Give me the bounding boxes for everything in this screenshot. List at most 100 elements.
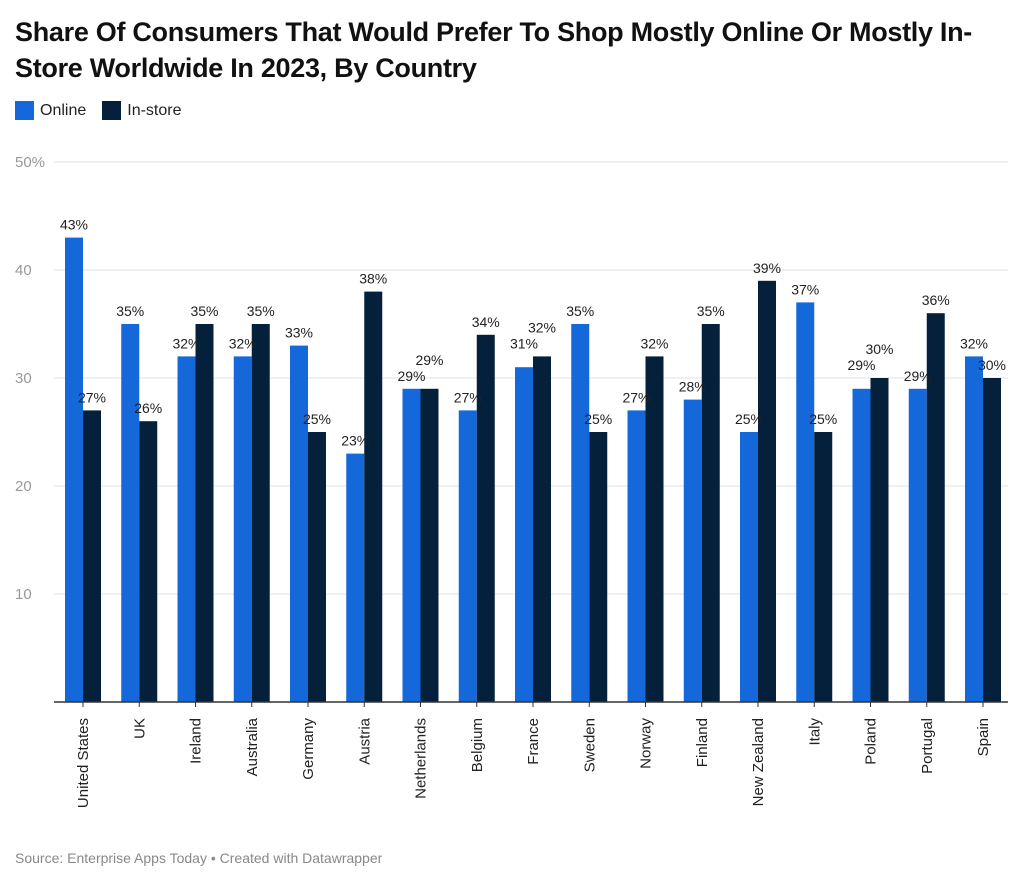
bar-in-store [308, 432, 326, 702]
bar-in-store [476, 334, 495, 702]
legend-swatch-in-store [102, 101, 122, 120]
bar-online [121, 324, 140, 702]
data-label: 32% [640, 335, 668, 351]
data-label: 35% [566, 303, 594, 319]
source-note: Source: Enterprise Apps Today • Created … [15, 850, 383, 866]
x-tick-label: Ireland [188, 718, 205, 764]
x-tick-label: UK [131, 718, 148, 739]
data-label: 29% [847, 357, 875, 373]
x-tick-label: Poland [863, 718, 880, 765]
bar-online [65, 237, 83, 702]
x-tick-label: Australia [244, 717, 261, 776]
bar-online [402, 388, 421, 702]
data-label: 27% [454, 389, 482, 405]
x-tick-label: United States [75, 718, 92, 808]
x-tick-label: Belgium [469, 718, 486, 772]
bar-online [852, 388, 871, 702]
data-label: 27% [622, 389, 650, 405]
x-tick-label: Norway [638, 718, 655, 769]
data-label: 32% [172, 335, 200, 351]
bar-in-store [645, 356, 664, 702]
bar-online [290, 345, 308, 702]
bar-online [515, 367, 533, 702]
data-label: 25% [809, 411, 837, 427]
data-label: 38% [359, 271, 387, 287]
legend-label-in-store: In-store [127, 101, 182, 119]
bar-in-store [533, 356, 551, 702]
data-label: 27% [78, 389, 106, 405]
bar-online [796, 302, 815, 702]
bar-in-store [420, 388, 439, 702]
bar-in-store [589, 432, 608, 702]
y-tick-label: 50% [15, 154, 45, 171]
x-tick-label: Netherlands [413, 718, 430, 799]
bar-in-store [251, 324, 270, 702]
x-tick-label: Austria [356, 717, 373, 764]
bar-in-store [926, 313, 945, 702]
bar-online [965, 356, 983, 702]
data-label: 30% [978, 357, 1006, 373]
y-tick-label: 40 [15, 262, 32, 279]
x-tick-label: France [525, 718, 542, 765]
data-label: 35% [190, 303, 218, 319]
data-label: 32% [528, 319, 556, 335]
x-tick-label: Sweden [581, 718, 598, 772]
legend-swatch-online [15, 101, 34, 120]
x-tick-label: Finland [694, 718, 711, 767]
bar-online [177, 356, 196, 702]
bar-in-store [701, 324, 720, 702]
bar-online [627, 410, 646, 702]
bar-online [740, 432, 758, 702]
bar-in-store [364, 291, 383, 702]
data-label: 29% [397, 368, 425, 384]
data-label: 35% [116, 303, 144, 319]
data-label: 32% [960, 335, 988, 351]
data-label: 35% [247, 303, 275, 319]
data-label: 37% [791, 281, 819, 297]
legend-item-in-store: In-store [102, 101, 182, 120]
data-label: 35% [697, 303, 725, 319]
data-label: 25% [735, 411, 763, 427]
data-label: 32% [229, 335, 257, 351]
bar-online [346, 453, 365, 702]
y-tick-label: 10 [15, 586, 32, 603]
y-tick-label: 30 [15, 370, 32, 387]
bar-online [458, 410, 477, 702]
y-tick-label: 20 [15, 478, 32, 495]
bar-online [908, 388, 927, 702]
x-tick-label: Portugal [919, 718, 936, 774]
data-label: 29% [904, 368, 932, 384]
data-label: 28% [679, 379, 707, 395]
data-label: 30% [865, 341, 893, 357]
data-label: 33% [285, 325, 313, 341]
data-label: 23% [341, 433, 369, 449]
data-label: 43% [60, 217, 88, 233]
data-label: 29% [415, 352, 443, 368]
data-label: 34% [472, 314, 500, 330]
x-tick-label: Germany [300, 718, 317, 780]
chart-title: Share Of Consumers That Would Prefer To … [15, 17, 972, 83]
x-tick-label: Spain [975, 718, 992, 756]
legend-label-online: Online [40, 101, 87, 119]
legend: Online In-store [15, 101, 182, 120]
data-label: 26% [134, 400, 162, 416]
data-label: 36% [922, 292, 950, 308]
bar-online [683, 399, 702, 702]
bar-in-store [870, 378, 889, 702]
data-label: 25% [584, 411, 612, 427]
bar-in-store [983, 378, 1001, 702]
data-label: 39% [753, 260, 781, 276]
bar-in-store [195, 324, 214, 702]
data-label: 25% [303, 411, 331, 427]
legend-item-online: Online [15, 101, 86, 120]
x-tick-label: Italy [806, 718, 823, 746]
bar-in-store [758, 280, 776, 702]
data-label: 31% [510, 335, 538, 351]
bar-in-store [83, 410, 101, 702]
bar-in-store [139, 421, 158, 702]
bar-in-store [814, 432, 833, 702]
bar-online [571, 324, 590, 702]
x-tick-label: New Zealand [750, 718, 767, 806]
bar-online [233, 356, 252, 702]
